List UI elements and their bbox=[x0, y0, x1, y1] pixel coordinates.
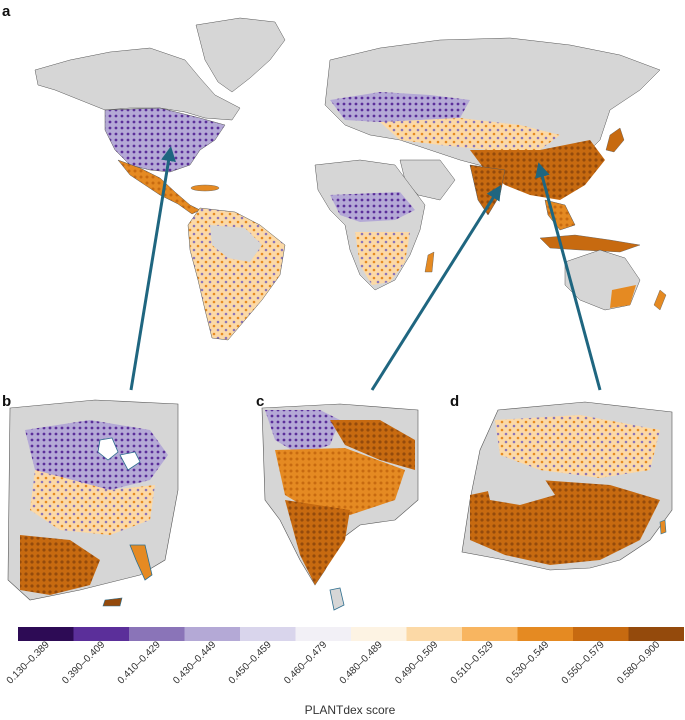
cuba bbox=[102, 597, 123, 607]
usa-mixed bbox=[30, 470, 155, 535]
panel-c-india: c bbox=[256, 393, 419, 611]
world-map: a bbox=[2, 3, 667, 391]
india-north-purple bbox=[265, 410, 340, 455]
africa-south bbox=[355, 232, 410, 285]
florida bbox=[129, 544, 153, 581]
legend-swatches bbox=[18, 627, 684, 641]
usa-south-orange bbox=[20, 535, 100, 595]
north-america-north bbox=[34, 47, 241, 121]
legend-swatch bbox=[351, 627, 407, 641]
tibet-nodata bbox=[485, 472, 555, 505]
india-peninsula bbox=[285, 500, 350, 585]
panel-d-china: d bbox=[450, 393, 673, 571]
legend-tick-label: 0.460–0.479 bbox=[282, 639, 329, 686]
legend-tick-label: 0.430–0.449 bbox=[171, 639, 218, 686]
indo-gangetic bbox=[275, 448, 405, 515]
legend-swatch bbox=[462, 627, 518, 641]
legend-swatch bbox=[295, 627, 351, 641]
legend-tick-label: 0.450–0.459 bbox=[227, 639, 274, 686]
sri-lanka bbox=[329, 587, 345, 611]
arrow-to-c bbox=[370, 184, 502, 391]
central-america bbox=[117, 159, 201, 215]
africa-sahel bbox=[330, 192, 415, 222]
greenland bbox=[195, 17, 286, 93]
legend-swatch bbox=[184, 627, 240, 641]
legend-tick-label: 0.410–0.429 bbox=[116, 639, 163, 686]
amazon-nodata bbox=[210, 225, 262, 262]
new-zealand bbox=[653, 289, 667, 311]
legend-tick-label: 0.510–0.529 bbox=[449, 639, 496, 686]
legend-swatch bbox=[73, 627, 129, 641]
southeast-asia bbox=[544, 199, 576, 231]
legend-tick-label: 0.480–0.489 bbox=[338, 639, 385, 686]
arrow-to-b bbox=[129, 146, 176, 391]
panel-label-d: d bbox=[450, 393, 459, 410]
legend-tick-label: 0.550–0.579 bbox=[560, 639, 607, 686]
legend-swatch bbox=[628, 627, 684, 641]
australia-rim bbox=[610, 285, 636, 308]
legend-labels: 0.130–0.389 0.390–0.409 0.410–0.429 0.430–0… bbox=[5, 639, 663, 686]
legend-tick-label: 0.490–0.509 bbox=[393, 639, 440, 686]
indonesia bbox=[539, 234, 641, 253]
japan bbox=[605, 127, 625, 153]
arrow-to-d bbox=[535, 162, 602, 391]
china-north-mixed bbox=[495, 415, 660, 478]
legend-tick-label: 0.530–0.549 bbox=[504, 639, 551, 686]
usa-purple bbox=[25, 420, 168, 490]
legend-tick-label: 0.130–0.389 bbox=[5, 639, 52, 686]
panel-b-usa: b bbox=[2, 393, 179, 607]
legend-swatch bbox=[406, 627, 462, 641]
panel-label-a: a bbox=[2, 3, 11, 20]
himalaya-band bbox=[330, 420, 415, 470]
legend-swatch bbox=[129, 627, 185, 641]
panel-label-c: c bbox=[256, 393, 264, 410]
great-lakes bbox=[97, 437, 141, 471]
legend: 0.130–0.389 0.390–0.409 0.410–0.429 0.430–0… bbox=[5, 627, 684, 717]
legend-title: PLANTdex score bbox=[305, 703, 396, 717]
north-america-usa bbox=[104, 107, 226, 173]
taiwan bbox=[659, 519, 667, 535]
legend-tick-label: 0.390–0.409 bbox=[60, 639, 107, 686]
legend-tick-label: 0.580–0.900 bbox=[615, 639, 662, 686]
legend-swatch bbox=[240, 627, 296, 641]
legend-swatch bbox=[517, 627, 573, 641]
central-asia-band bbox=[380, 118, 560, 150]
legend-swatch bbox=[573, 627, 629, 641]
panel-label-b: b bbox=[2, 393, 11, 410]
legend-swatch bbox=[18, 627, 74, 641]
caribbean-islands bbox=[190, 184, 220, 192]
madagascar bbox=[424, 251, 435, 273]
europe-band bbox=[330, 92, 470, 122]
